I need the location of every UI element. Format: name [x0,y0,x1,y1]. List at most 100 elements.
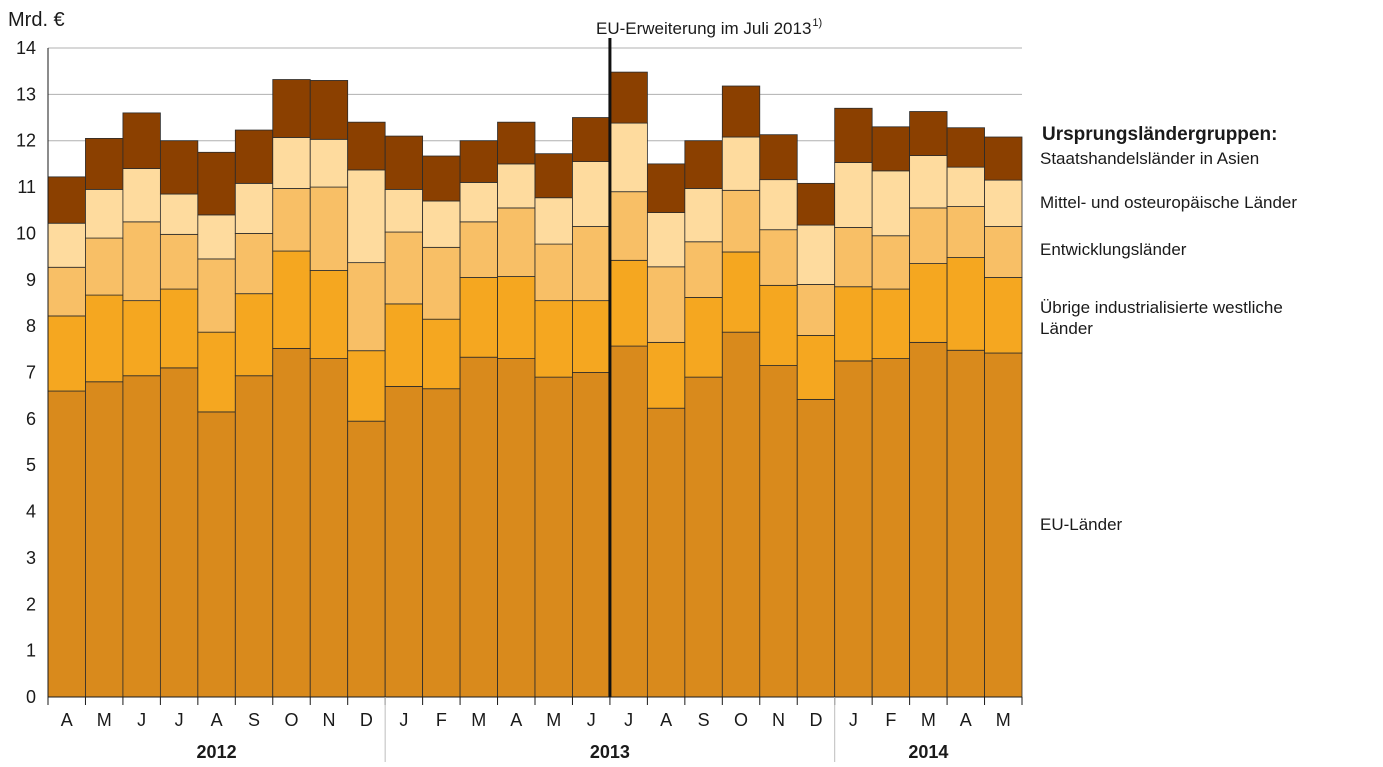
bar-segment [497,121,536,165]
bar-segment [272,137,311,189]
x-tick-label: A [660,710,672,730]
bar-segment [759,229,798,286]
bar-segment [909,207,948,264]
bar-segment [384,303,424,387]
bar-segment [759,284,798,366]
bar-segment [85,237,124,296]
bar-segment [497,276,536,359]
bar-segment [909,111,948,156]
x-tick-label: M [546,710,561,730]
bar-segment [197,258,236,333]
bar-segment [272,250,311,349]
bar-segment [534,243,573,302]
bar-segment [197,151,236,216]
x-tick-label: M [471,710,486,730]
bar-segment [534,300,573,378]
x-tick-label: O [284,710,298,730]
bar-segment [609,71,648,124]
bar-segment [721,331,761,698]
bar-segment [309,80,349,140]
bar-segment [459,277,498,358]
y-tick-label: 5 [26,455,36,475]
x-tick-label: M [97,710,112,730]
bar-segment [609,259,648,347]
bar-segment [309,138,349,188]
bar-segment [796,224,836,285]
bar-segment [159,288,199,369]
bar-segment [759,179,798,231]
bar-segment [834,227,873,288]
x-tick-label: F [885,710,896,730]
bar-segment [684,297,723,378]
bar-segment [721,136,761,191]
bar-segment [684,376,723,698]
bar-segment [834,162,873,228]
bar-segment [984,277,1023,354]
y-tick-label: 7 [26,363,36,383]
bar-segment [796,335,836,400]
bar-segment [422,200,461,248]
bar-segment [759,365,798,698]
y-tick-label: 2 [26,594,36,614]
bar-segment [871,126,911,172]
bar-segment [47,266,86,317]
bar-segment [309,358,349,698]
x-tick-label: N [772,710,785,730]
x-tick-label: S [698,710,710,730]
bar-segment [85,188,124,239]
bar-segment [497,163,536,209]
bar-segment [534,197,573,245]
annotation-footnote-mark: 1) [812,17,822,29]
bar-segment [384,135,424,190]
bar-segment [384,188,424,233]
y-tick-label: 12 [16,131,36,151]
x-tick-label: D [809,710,822,730]
x-tick-label: F [436,710,447,730]
bar-segment [871,235,911,290]
bar-segment [309,186,349,271]
bar-segment [721,251,761,333]
y-tick-label: 6 [26,409,36,429]
y-axis-unit-label: Mrd. € [8,9,65,31]
bar-segment [984,179,1023,227]
x-tick-label: M [996,710,1011,730]
bar-segment [197,411,236,698]
bar-segment [159,193,199,235]
bar-segment [459,182,498,223]
x-tick-label: J [137,710,146,730]
y-tick-label: 10 [16,223,36,243]
x-tick-label: A [510,710,522,730]
bar-segment [159,367,199,698]
x-axis: A M J J A S O N D J F M A M J J A S O N D J F M A M 2012 2013 2014 [47,48,1023,762]
y-tick-label: 9 [26,270,36,290]
y-tick-label: 11 [17,177,36,197]
legend-item-staatshandelslaender: Staatshandelsländer in Asien [1040,149,1260,168]
x-tick-label: J [175,710,184,730]
bar-segment [684,188,723,243]
legend-item-uebrige-industrialisierte: Übrige industrialisierte westliche Lände… [1040,298,1283,338]
bar-segment [347,262,386,352]
bar-segment [459,221,498,278]
bar-segment [984,226,1023,278]
bar-segment [834,107,873,163]
bar-segment [984,352,1023,698]
bar-segment [497,358,536,698]
bar-segment [946,349,985,698]
x-tick-label: A [960,710,972,730]
bar-segment [646,163,686,213]
x-tick-label: A [61,710,73,730]
bar-segment [684,241,723,298]
x-tick-label: J [849,710,858,730]
bar-segment [871,358,911,698]
bar-segment [796,182,836,226]
bar-segment [234,233,274,295]
bar-segment [272,188,311,252]
bar-segment [646,341,686,409]
bar-segment [234,129,274,184]
bar-segment [234,293,274,377]
bar-segment [47,315,86,392]
bars [47,71,1023,698]
legend-item-eu-laender: EU-Länder [1040,515,1123,534]
bar-segment [347,169,386,264]
